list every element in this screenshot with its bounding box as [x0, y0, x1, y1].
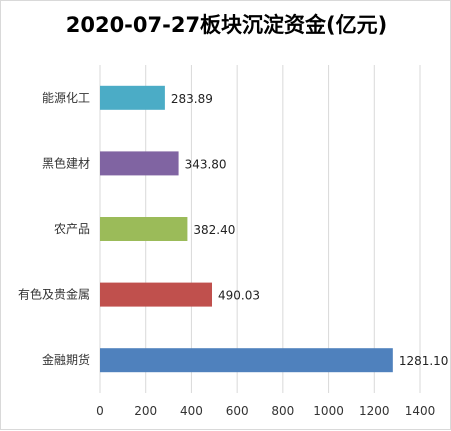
category-label: 黑色建材 [42, 156, 90, 170]
x-tick-label: 400 [180, 404, 203, 418]
bar-1 [100, 151, 179, 176]
chart-title: 2020-07-27板块沉淀资金(亿元) [65, 13, 388, 37]
category-label: 能源化工 [42, 91, 90, 105]
data-label: 382.40 [193, 223, 235, 237]
x-tick-label: 800 [271, 404, 294, 418]
data-label: 490.03 [218, 289, 260, 303]
bar-4 [100, 348, 393, 373]
data-label: 283.89 [171, 92, 213, 106]
x-tick-label: 0 [96, 404, 104, 418]
category-label: 农产品 [54, 222, 90, 236]
x-tick-label: 1000 [313, 404, 344, 418]
data-label: 343.80 [185, 157, 227, 171]
x-tick-label: 200 [134, 404, 157, 418]
bar-0 [100, 85, 165, 110]
labels: 0 200 400 600 800 1000 1200 1400 能源化工 283.89 黑色建材 3… [18, 91, 448, 418]
data-label: 1281.10 [399, 354, 449, 368]
x-tick-label: 1400 [405, 404, 436, 418]
x-tick-label: 600 [226, 404, 249, 418]
bar-3 [100, 282, 213, 307]
category-label: 金融期货 [42, 352, 90, 367]
x-tick-label: 1200 [359, 404, 390, 418]
bar-2 [100, 217, 188, 241]
category-label: 有色及贵金属 [18, 287, 90, 302]
bars [100, 85, 393, 373]
